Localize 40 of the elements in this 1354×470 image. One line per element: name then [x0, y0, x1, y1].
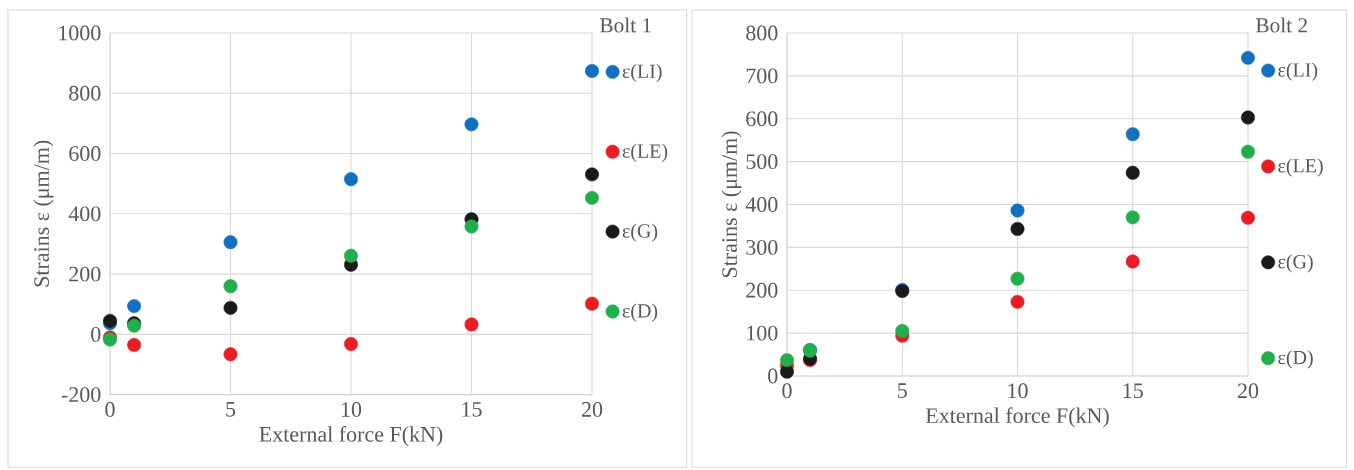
- y-tick-label: 600: [69, 146, 101, 161]
- y-tick-label: 800: [746, 25, 778, 41]
- y-tick-label: 800: [69, 85, 101, 101]
- y-tick-label: 100: [747, 325, 778, 341]
- legend-label: ε(LE): [622, 143, 668, 162]
- x-tick-label: 5: [226, 402, 236, 417]
- y-tick-label: 500: [746, 154, 778, 170]
- y-tick-label: 1000: [59, 25, 101, 41]
- y-tick-label: 200: [746, 282, 778, 298]
- x-tick-label: 5: [898, 383, 907, 398]
- x-axis-title: External force F(kN): [925, 407, 1109, 428]
- y-tick-label: 700: [746, 68, 778, 84]
- legend-label: ε(D): [622, 303, 658, 322]
- legend-label: ε(LE): [1278, 158, 1323, 177]
- x-tick-label: 0: [782, 383, 792, 399]
- x-tick-label: 20: [581, 402, 603, 417]
- x-axis-title: External force F(kN): [259, 426, 443, 447]
- legend-label: ε(D): [1278, 350, 1313, 369]
- legend-label: ε(LI): [1278, 62, 1318, 81]
- x-tick-label: 15: [1123, 383, 1143, 399]
- y-tick-label: 400: [745, 197, 778, 212]
- y-tick-label: 200: [69, 266, 101, 282]
- x-tick-label: 10: [1008, 383, 1028, 399]
- y-tick-label: 0: [91, 326, 101, 342]
- chart-title: Bolt 2: [1255, 17, 1307, 33]
- y-tick-label: 600: [746, 111, 778, 127]
- legend-label: ε(G): [622, 223, 658, 242]
- legend-label: ε(G): [1278, 254, 1313, 273]
- x-tick-label: 0: [105, 402, 115, 417]
- y-axis-title: Strains ε (μm/m): [721, 131, 742, 278]
- x-tick-label: 20: [1237, 383, 1259, 399]
- y-axis-title: Strains ε (μm/m): [33, 140, 54, 287]
- y-tick-label: 0: [768, 368, 778, 384]
- x-tick-label: 15: [462, 402, 482, 417]
- chart-title: Bolt 1: [599, 17, 651, 33]
- x-tick-label: 10: [341, 402, 362, 417]
- legend-label: ε(LI): [622, 63, 662, 83]
- y-tick-label: 400: [68, 206, 101, 222]
- y-tick-label: 300: [746, 239, 778, 255]
- y-tick-label: -200: [61, 387, 101, 403]
